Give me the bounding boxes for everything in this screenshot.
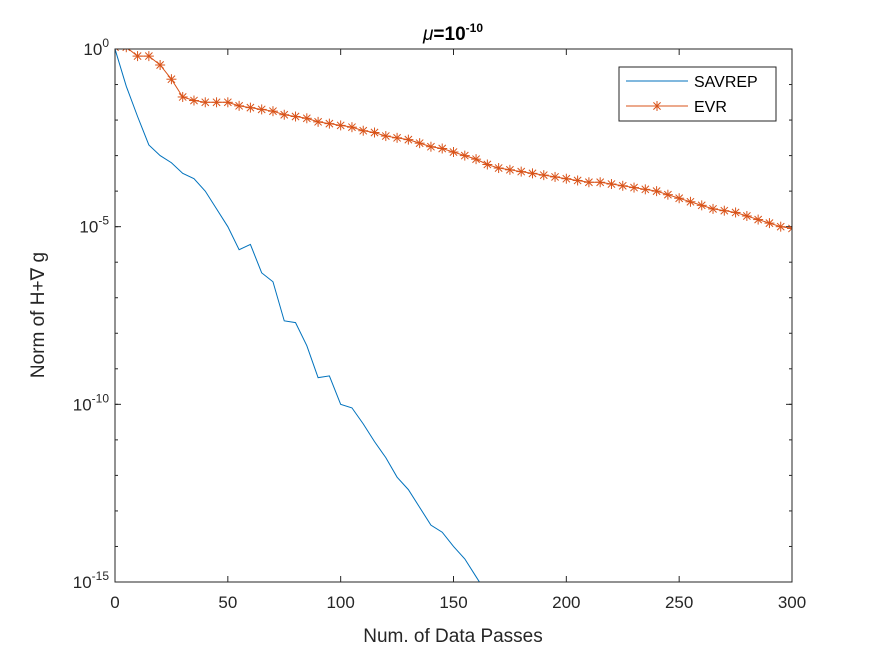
- data-point-evr: [115, 49, 119, 53]
- data-point-evr: [741, 211, 752, 222]
- data-point-evr: [346, 122, 357, 133]
- data-point-evr: [493, 163, 504, 174]
- data-point-evr: [448, 147, 459, 158]
- data-point-evr: [256, 104, 267, 115]
- y-axis-label: Norm of H+∇ g: [28, 252, 49, 378]
- x-tick-label: 50: [218, 593, 237, 612]
- data-point-evr: [775, 221, 786, 232]
- asterisk-icon: [652, 101, 662, 111]
- data-point-evr: [651, 186, 662, 197]
- data-point-evr: [392, 132, 403, 143]
- data-point-evr: [267, 106, 278, 117]
- data-point-evr: [188, 95, 199, 106]
- y-tick-label: 10-5: [79, 214, 109, 237]
- data-point-evr: [369, 127, 380, 138]
- axes-box: [114, 48, 793, 583]
- x-tick-label: 200: [552, 593, 580, 612]
- x-tick-label: 300: [778, 593, 806, 612]
- title-base: =10: [433, 24, 465, 45]
- y-label-prefix: Norm of H+: [28, 280, 49, 378]
- data-point-evr: [516, 166, 527, 177]
- data-point-evr: [177, 91, 188, 102]
- data-point-evr: [595, 177, 606, 188]
- data-point-evr: [290, 111, 301, 122]
- x-tick-label: 250: [665, 593, 693, 612]
- data-point-evr: [414, 138, 425, 149]
- data-point-evr: [358, 125, 369, 136]
- data-point-evr: [696, 200, 707, 211]
- data-point-evr: [166, 74, 177, 85]
- legend-label-savrep: SAVREP: [694, 74, 758, 91]
- data-point-evr: [538, 170, 549, 181]
- data-point-evr: [606, 179, 617, 190]
- series-line-savrep: [115, 49, 481, 582]
- legend: SAVREP EVR: [618, 66, 777, 122]
- chart-title: μ=10-10: [422, 21, 483, 45]
- data-point-evr: [482, 159, 493, 170]
- data-point-evr: [222, 97, 233, 108]
- x-tick-label: 100: [326, 593, 354, 612]
- data-point-evr: [301, 113, 312, 124]
- data-point-evr: [708, 203, 719, 214]
- data-point-evr: [674, 193, 685, 204]
- data-point-evr: [629, 182, 640, 193]
- data-point-evr: [380, 131, 391, 142]
- data-point-evr: [527, 168, 538, 179]
- legend-marker-evr: [652, 101, 662, 111]
- data-point-evr: [313, 116, 324, 127]
- data-point-evr: [122, 49, 131, 53]
- title-exponent: -10: [466, 21, 484, 35]
- data-point-evr: [550, 171, 561, 182]
- data-point-evr: [324, 118, 335, 129]
- legend-box: [618, 66, 777, 122]
- data-point-evr: [730, 207, 741, 218]
- data-point-evr: [471, 154, 482, 165]
- data-point-evr: [155, 59, 166, 70]
- nabla-symbol: ∇: [28, 267, 49, 281]
- data-point-evr: [279, 109, 290, 120]
- data-point-evr: [459, 150, 470, 161]
- plot-area: [115, 49, 792, 582]
- data-point-evr: [403, 134, 414, 145]
- y-tick-label: 10-10: [73, 391, 110, 414]
- x-tick-label: 150: [439, 593, 467, 612]
- data-point-evr: [572, 175, 583, 186]
- title-mu: μ: [422, 24, 434, 45]
- data-point-evr: [200, 97, 211, 108]
- data-point-evr: [787, 223, 792, 234]
- data-point-evr: [211, 97, 222, 108]
- data-point-evr: [719, 205, 730, 216]
- data-point-evr: [753, 214, 764, 225]
- data-point-evr: [685, 196, 696, 207]
- legend-label-evr: EVR: [694, 99, 727, 116]
- data-point-evr: [640, 184, 651, 195]
- y-tick-label: 100: [83, 36, 109, 59]
- x-tick-label: 0: [110, 593, 119, 612]
- data-point-evr: [617, 180, 628, 191]
- data-point-evr: [335, 120, 346, 131]
- data-point-evr: [504, 164, 515, 175]
- data-point-evr: [425, 141, 436, 152]
- data-point-evr: [234, 100, 245, 111]
- x-axis-label: Num. of Data Passes: [363, 626, 543, 647]
- data-point-evr: [561, 173, 572, 184]
- data-point-evr: [143, 51, 154, 62]
- data-point-evr: [132, 51, 143, 62]
- data-point-evr: [662, 189, 673, 200]
- y-tick-label: 10-15: [73, 569, 110, 592]
- data-point-evr: [764, 218, 775, 229]
- data-point-evr: [437, 143, 448, 154]
- y-label-suffix: g: [28, 252, 49, 268]
- data-point-evr: [583, 177, 594, 188]
- data-point-evr: [245, 102, 256, 113]
